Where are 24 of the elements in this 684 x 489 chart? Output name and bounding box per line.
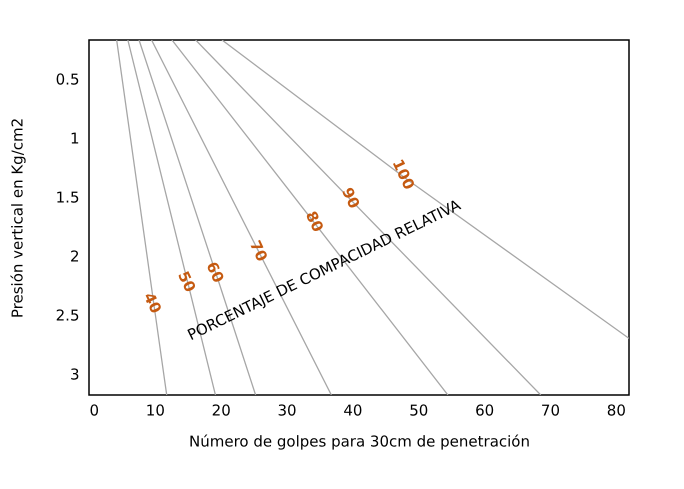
x-tick-label: 20 — [212, 402, 231, 420]
y-tick-label: 2.5 — [56, 306, 80, 324]
y-tick-label: 0.5 — [56, 70, 80, 88]
text: 50 — [174, 268, 200, 295]
x-tick-label: 30 — [278, 402, 297, 420]
y-tick-label: 3 — [70, 365, 80, 384]
text: 90 — [338, 184, 364, 212]
text: 70 — [246, 238, 272, 264]
text: 60 — [202, 258, 228, 286]
y-tick-label: 1 — [70, 129, 80, 148]
x-tick-label: 0 — [90, 402, 100, 420]
x-tick-label: 60 — [475, 402, 494, 420]
x-axis-title: Número de golpes para 30cm de penetración — [189, 432, 530, 450]
x-tick-label: 70 — [540, 402, 560, 420]
y-axis-title: Presión vertical en Kg/cm2 — [8, 118, 27, 318]
text: 100 — [388, 156, 418, 192]
y-tick-label: 2 — [70, 247, 80, 266]
y-tick-label: 1.5 — [56, 188, 80, 206]
x-tick-label: 80 — [606, 402, 626, 420]
x-tick-label: 50 — [409, 402, 428, 420]
text: 40 — [140, 290, 166, 316]
text: 80 — [302, 208, 328, 235]
x-tick-label: 40 — [343, 402, 362, 420]
x-tick-label: 10 — [146, 402, 165, 420]
